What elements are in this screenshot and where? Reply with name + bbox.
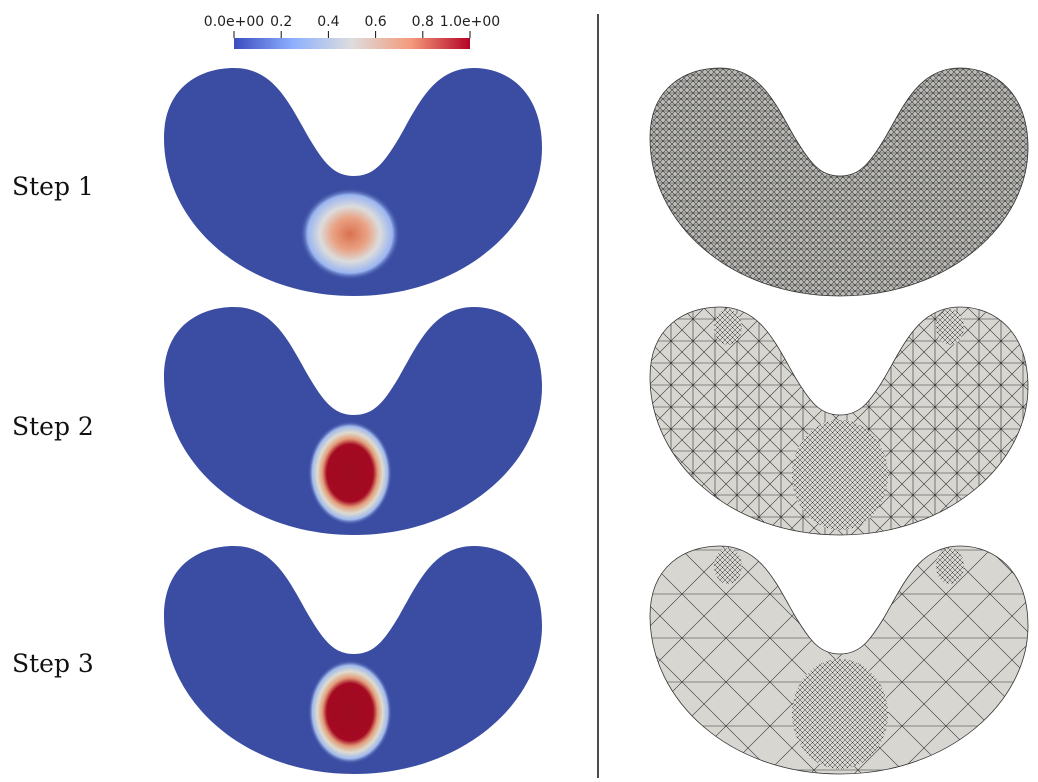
- colorbar-tick-label-4: 0.8: [412, 14, 434, 30]
- step-label-2: Step 2: [12, 412, 94, 441]
- mesh-refined-region: [714, 309, 742, 345]
- colorbar: 0.0e+00 0.2 0.4 0.6 0.8 1.0e+00: [204, 14, 500, 49]
- field-plot-step-2: [164, 307, 542, 535]
- colorbar-tick-label-5: 1.0e+00: [440, 14, 500, 30]
- step-label-1: Step 1: [12, 172, 94, 201]
- field-domain: [164, 546, 542, 774]
- colorbar-tick-label-2: 0.4: [317, 14, 339, 30]
- step-label-3: Step 3: [12, 649, 94, 678]
- colorbar-ticks: [233, 31, 471, 38]
- mesh-refined-region: [936, 548, 964, 584]
- colorbar-tick-label-1: 0.2: [270, 14, 292, 30]
- mesh-refined-region: [792, 420, 888, 530]
- mesh-plots: [649, 67, 1029, 775]
- concentration-blob: [308, 660, 392, 764]
- mesh-refined-region: [714, 548, 742, 584]
- colorbar-gradient: [234, 38, 470, 49]
- mesh-plot-step-1: [649, 67, 1029, 297]
- field-domain: [164, 307, 542, 535]
- mesh-plot-step-2: [649, 306, 1029, 536]
- field-plot-step-3: [164, 546, 542, 774]
- mesh-plot-step-3: [649, 545, 1029, 775]
- concentration-blob: [308, 421, 392, 525]
- colorbar-tick-label-0: 0.0e+00: [204, 14, 264, 30]
- mesh-refined-region: [936, 309, 964, 345]
- field-domain: [164, 68, 542, 296]
- colorbar-tick-label-3: 0.6: [364, 14, 386, 30]
- field-plots: [164, 68, 542, 774]
- mesh-refined-region: [792, 659, 888, 769]
- field-plot-step-1: [164, 68, 542, 296]
- mesh-domain: [649, 67, 1029, 297]
- concentration-blob: [300, 188, 400, 280]
